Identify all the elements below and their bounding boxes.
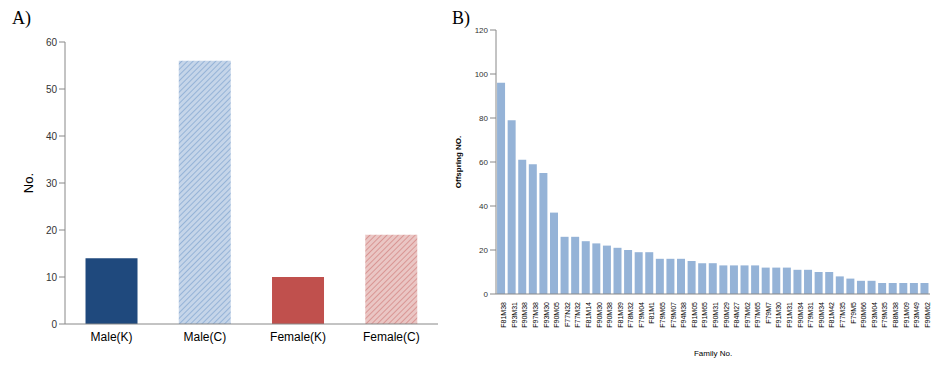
svg-text:Offspring NO.: Offspring NO.	[454, 136, 463, 188]
svg-text:F81M38: F81M38	[500, 302, 507, 328]
svg-text:F90M34: F90M34	[797, 302, 804, 328]
svg-text:F94M38: F94M38	[680, 302, 687, 328]
svg-text:F81M05: F81M05	[691, 302, 698, 328]
svg-text:10: 10	[46, 272, 58, 283]
svg-text:F77N32: F77N32	[564, 302, 571, 327]
svg-text:F77M35: F77M35	[839, 302, 846, 328]
svg-text:F81M14: F81M14	[585, 302, 592, 328]
svg-text:F90M66: F90M66	[860, 302, 867, 328]
svg-text:120: 120	[475, 26, 489, 35]
svg-text:100: 100	[475, 70, 489, 79]
svg-text:F81M1: F81M1	[648, 302, 655, 324]
svg-text:F93M31: F93M31	[511, 302, 518, 328]
html-text:B): B)	[452, 8, 470, 28]
svg-text:F90M34: F90M34	[818, 302, 825, 328]
svg-text:F90M30: F90M30	[596, 302, 603, 328]
svg-text:F81M42: F81M42	[828, 302, 835, 328]
svg-text:Family No.: Family No.	[694, 349, 732, 358]
svg-text:20: 20	[479, 246, 488, 255]
svg-text:40: 40	[46, 131, 58, 142]
svg-text:F77M32: F77M32	[574, 302, 581, 328]
svg-text:80: 80	[479, 114, 488, 123]
svg-text:F79M7: F79M7	[765, 302, 772, 324]
svg-text:Male(K): Male(K)	[91, 330, 133, 344]
svg-text:F93M04: F93M04	[871, 302, 878, 328]
svg-text:Female(C): Female(C)	[363, 330, 420, 344]
svg-text:F93M49: F93M49	[913, 302, 920, 328]
svg-text:F88M38: F88M38	[892, 302, 899, 328]
svg-text:F90M05: F90M05	[553, 302, 560, 328]
svg-text:F93M30: F93M30	[543, 302, 550, 328]
svg-text:F79M31: F79M31	[807, 302, 814, 328]
svg-text:F79M04: F79M04	[638, 302, 645, 328]
svg-text:F90M31: F90M31	[712, 302, 719, 328]
svg-text:F90M29: F90M29	[723, 302, 730, 328]
svg-text:F81M39: F81M39	[617, 302, 624, 328]
svg-text:Male(C): Male(C)	[184, 330, 227, 344]
svg-text:F97M65: F97M65	[754, 302, 761, 328]
svg-text:F79M35: F79M35	[881, 302, 888, 328]
svg-text:F90M38: F90M38	[521, 302, 528, 328]
svg-text:F96M62: F96M62	[924, 302, 931, 328]
svg-text:F90M38: F90M38	[606, 302, 613, 328]
svg-text:50: 50	[46, 84, 58, 95]
svg-text:60: 60	[479, 158, 488, 167]
svg-text:0: 0	[484, 290, 489, 299]
svg-text:60: 60	[46, 37, 58, 48]
svg-text:Female(K): Female(K)	[270, 330, 326, 344]
svg-text:F84M27: F84M27	[733, 302, 740, 328]
html-text:A): A)	[12, 8, 31, 28]
svg-text:No.: No.	[21, 173, 36, 193]
svg-text:F91M31: F91M31	[786, 302, 793, 328]
svg-text:40: 40	[479, 202, 488, 211]
svg-text:F97M62: F97M62	[744, 302, 751, 328]
svg-text:F79M07: F79M07	[670, 302, 677, 328]
svg-text:F78M32: F78M32	[627, 302, 634, 328]
svg-text:F79M5: F79M5	[850, 302, 857, 324]
svg-text:0: 0	[51, 319, 57, 330]
svg-text:30: 30	[46, 178, 58, 189]
svg-text:F91M65: F91M65	[701, 302, 708, 328]
svg-text:F79M65: F79M65	[659, 302, 666, 328]
svg-text:F91M30: F91M30	[775, 302, 782, 328]
svg-text:20: 20	[46, 225, 58, 236]
svg-text:F91M09: F91M09	[903, 302, 910, 328]
svg-text:F97M38: F97M38	[532, 302, 539, 328]
